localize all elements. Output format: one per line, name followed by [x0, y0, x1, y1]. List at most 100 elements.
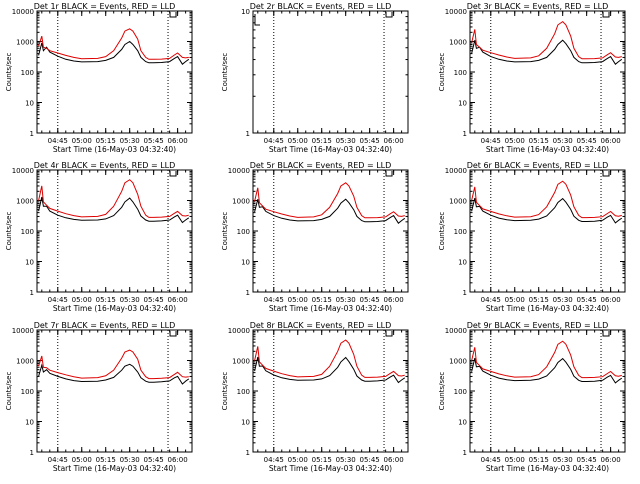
series-line-events	[254, 198, 406, 224]
y-tick-label: 10	[241, 8, 250, 16]
y-tick-label: 10	[241, 419, 250, 427]
x-tick-label: 05:00	[505, 137, 525, 145]
x-tick-label: 05:30	[553, 137, 573, 145]
x-tick-label: 04:45	[48, 296, 68, 304]
x-tick-label: 06:00	[601, 456, 621, 464]
y-tick-label: 10000	[228, 167, 250, 175]
x-tick-label: 05:45	[144, 137, 164, 145]
x-axis-label: Start Time (16-May-03 04:32:40)	[53, 304, 176, 313]
series-line-events	[471, 357, 623, 384]
x-tick-label: 05:15	[96, 296, 116, 304]
y-tick-label: 10000	[445, 8, 467, 16]
series-line-lld	[254, 182, 405, 219]
y-tick-label: 1000	[449, 39, 467, 47]
y-tick-label: 10000	[12, 8, 34, 16]
y-tick-label: 10	[25, 100, 34, 108]
x-tick-label: 05:00	[72, 296, 92, 304]
y-tick-label: 10000	[12, 327, 34, 335]
plot-frame	[36, 329, 193, 453]
y-tick-label: 1	[246, 130, 250, 138]
y-tick-label: 10	[25, 419, 34, 427]
saa-bracket-marker	[385, 12, 393, 18]
y-tick-label: 1	[463, 130, 467, 138]
x-axis-label: Start Time (16-May-03 04:32:40)	[486, 304, 609, 313]
plot-frame	[469, 10, 626, 134]
x-tick-label: 06:00	[601, 137, 621, 145]
y-axis-label: Counts/sec	[5, 212, 13, 251]
x-tick-label: 05:00	[72, 456, 92, 464]
panel-title: Det 1r BLACK = Events, RED = LLD	[34, 2, 176, 11]
panel-title: Det 2r BLACK = Events, RED = LLD	[250, 2, 392, 11]
x-tick-label: 05:00	[288, 456, 308, 464]
x-axis-label: Start Time (16-May-03 04:32:40)	[486, 464, 609, 473]
detector-panel-1: Det 1r BLACK = Events, RED = LLD 1 10 100 10…	[5, 2, 193, 154]
x-axis-label: Start Time (16-May-03 04:32:40)	[269, 145, 392, 154]
x-tick-label: 06:00	[168, 296, 188, 304]
x-tick-label: 05:30	[120, 137, 140, 145]
x-tick-label: 05:30	[553, 296, 573, 304]
saa-bracket-marker	[602, 331, 610, 337]
y-axis-label: Counts/sec	[438, 212, 446, 251]
panel-title: Det 7r BLACK = Events, RED = LLD	[34, 321, 176, 330]
saa-bracket-marker	[169, 12, 177, 18]
saa-bracket-marker	[169, 331, 177, 337]
x-tick-label: 05:45	[360, 296, 380, 304]
x-tick-label: 05:15	[312, 456, 332, 464]
y-tick-label: 1000	[232, 198, 250, 206]
y-tick-label: 10	[458, 419, 467, 427]
x-tick-label: 04:45	[48, 456, 68, 464]
y-tick-label: 100	[21, 388, 34, 396]
series-line-lld	[254, 339, 405, 378]
y-tick-label: 10	[25, 259, 34, 267]
y-axis-label: Counts/sec	[5, 53, 13, 92]
y-axis-label: Counts/sec	[5, 372, 13, 411]
y-tick-label: 1000	[16, 358, 34, 366]
x-tick-label: 05:30	[553, 456, 573, 464]
y-tick-label: 10000	[12, 167, 34, 175]
x-tick-label: 04:45	[48, 137, 68, 145]
x-tick-label: 06:00	[168, 137, 188, 145]
y-tick-label: 10000	[228, 327, 250, 335]
x-tick-label: 05:45	[360, 137, 380, 145]
series-line-lld	[471, 180, 622, 219]
x-tick-label: 05:45	[577, 137, 597, 145]
saa-bracket-marker	[169, 171, 177, 177]
x-tick-label: 05:00	[288, 137, 308, 145]
panel-title: Det 8r BLACK = Events, RED = LLD	[250, 321, 392, 330]
y-tick-label: 100	[454, 228, 467, 236]
x-tick-label: 05:30	[120, 296, 140, 304]
x-tick-label: 05:30	[336, 296, 356, 304]
series-line-lld	[38, 179, 189, 218]
panel-title: Det 9r BLACK = Events, RED = LLD	[467, 321, 609, 330]
saa-bracket-marker	[385, 171, 393, 177]
series-line-lld	[38, 28, 189, 60]
panel-title: Det 5r BLACK = Events, RED = LLD	[250, 161, 392, 170]
y-tick-label: 100	[237, 388, 250, 396]
series-line-events	[38, 363, 190, 385]
x-tick-label: 05:30	[336, 137, 356, 145]
x-axis-label: Start Time (16-May-03 04:32:40)	[269, 304, 392, 313]
y-axis-label: Counts/sec	[221, 53, 229, 92]
detector-panel-2: Det 2r BLACK = Events, RED = LLD 1 10 04:45…	[221, 2, 409, 154]
detector-panel-8: Det 8r BLACK = Events, RED = LLD 1 10 100 10…	[221, 321, 409, 473]
y-axis-label: Counts/sec	[221, 212, 229, 251]
x-tick-label: 04:45	[264, 137, 284, 145]
saa-bracket-marker	[385, 331, 393, 337]
detector-panel-4: Det 4r BLACK = Events, RED = LLD 1 10 100 10…	[5, 161, 193, 313]
y-tick-label: 1000	[16, 198, 34, 206]
series-line-lld	[38, 349, 189, 380]
x-tick-label: 04:45	[264, 296, 284, 304]
y-tick-label: 1	[30, 449, 34, 457]
series-line-events	[471, 39, 623, 65]
x-tick-label: 05:15	[96, 137, 116, 145]
y-tick-label: 1000	[449, 358, 467, 366]
x-tick-label: 05:15	[529, 137, 549, 145]
plot-frame	[252, 329, 409, 453]
y-tick-label: 100	[21, 69, 34, 77]
x-tick-label: 06:00	[384, 456, 404, 464]
x-tick-label: 05:45	[577, 456, 597, 464]
saa-bracket-marker	[602, 171, 610, 177]
y-tick-label: 1	[246, 449, 250, 457]
x-axis-label: Start Time (16-May-03 04:32:40)	[486, 145, 609, 154]
plot-frame	[469, 169, 626, 293]
